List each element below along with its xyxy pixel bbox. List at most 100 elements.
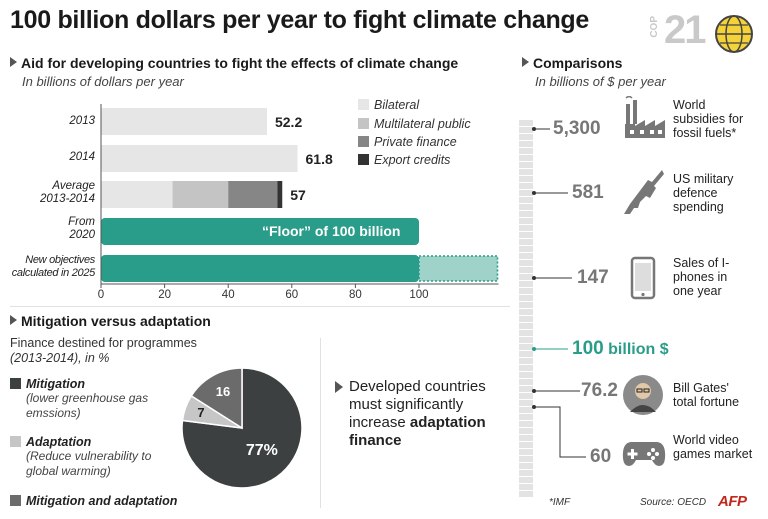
scale-segment [519,169,533,175]
comparison-value-gates: 76.2 [581,380,618,401]
callout-text-bold: adaptation finance [349,414,486,449]
pie-slice-both [190,367,243,430]
scale-segment [519,162,533,168]
row-label-line: From [68,216,95,228]
legend-swatch [358,154,369,165]
section-divider-horizontal [10,306,510,307]
floor-bar [101,255,419,282]
x-tick-label: 0 [97,289,105,301]
row-label-line: 2014 [69,151,95,163]
mitigation-subheading-line2: (2013-2014), in % [10,351,110,365]
comparisons-subheading: In billions of $ per year [535,74,666,89]
scale-segment [519,477,533,483]
triangle-bullet-icon [522,57,529,67]
scale-segment [519,330,533,336]
bar-segment [101,108,267,135]
scale-segment [519,442,533,448]
x-tick-label: 60 [285,289,299,301]
adaptation-callout: Developed countries must significantly i… [335,378,510,450]
scale-segment [519,204,533,210]
bar-segment [101,181,173,208]
comparison-value-military: 581 [572,182,604,203]
aid-subheading: In billions of dollars per year [22,74,184,89]
legend-swatch [10,495,21,506]
aid-row-label-2014: 2014 [0,151,95,164]
scale-segment [519,470,533,476]
scale-segment [519,456,533,462]
bar-segment [172,181,229,208]
scale-segment [519,148,533,154]
scale-segment [519,260,533,266]
scale-segment [519,197,533,203]
row-label-line: 2020 [69,229,95,241]
scale-segment [519,372,533,378]
page-title: 100 billion dollars per year to fight cl… [10,6,590,34]
comparison-label-fossil: World subsidies for fossil fuels* [673,98,744,140]
pie-label-mitigation: 77% [245,441,278,459]
bar-value-average: 57 [290,187,306,203]
scale-segment [519,435,533,441]
legend-label: Bilateral [374,98,420,112]
scale-segment [519,365,533,371]
legend-label: Private finance [374,135,457,149]
scale-segment [519,358,533,364]
mitigation-heading: Mitigation versus adaptation [10,313,211,329]
legend-label: Export credits [374,153,451,167]
factory-icon [625,96,665,138]
scale-segment [519,393,533,399]
scale-segment [519,211,533,217]
leader-lines [532,127,586,458]
legend-label: Multilateral public [374,117,471,131]
x-tick-label: 80 [349,289,362,301]
scale-segment [519,141,533,147]
scale-segment [519,281,533,287]
triangle-bullet-icon [10,57,17,67]
row-label-line: New objectives [25,254,95,266]
globe-icon [715,15,753,53]
new-objective-extension-bar [418,255,499,282]
gamepad-icon [622,442,666,466]
scale-segment [519,386,533,392]
floor-label: “Floor” of 100 billion [262,223,401,239]
scale-segment [519,351,533,357]
scale-segment [519,267,533,273]
scale-segment [519,400,533,406]
source-note: Source: OECD [640,497,707,508]
comparisons-heading-text: Comparisons [533,55,623,71]
scale-segment [519,134,533,140]
legend-title-text: Mitigation [26,377,86,391]
bar-segment [277,181,283,208]
aid-row-label-average: Average 2013-2014 [0,180,95,206]
phone-icon [630,256,656,300]
pie-slice-mitigation [181,367,303,489]
scale-segment [519,484,533,490]
mitigation-subheading-line1: Finance destined for programmes [10,336,197,350]
legend-swatch [358,136,369,147]
footnote-imf: *IMF [549,497,571,508]
row-label-line: 2013 [69,115,95,127]
bar-value-2013: 52.2 [274,114,303,130]
scale-segment [519,288,533,294]
pie-label-both: 16 [215,383,231,399]
scale-segment [519,421,533,427]
comparison-label-games: World video games market [673,433,753,461]
callout-text-plain: Developed countries must significantly i… [349,378,486,431]
scale-segment [519,190,533,196]
legend-title-text: Mitigation and adaptation [26,494,178,508]
scale-segment [519,323,533,329]
comparison-label-military: US military defence spending [673,172,734,214]
mitigation-legend-adaptation: Adaptation (Reduce vulnerability to glob… [10,435,180,479]
legend-private: Private finance [358,135,457,149]
x-tick-label: 40 [221,289,235,301]
scale-segment [519,120,533,126]
scale-segment [519,239,533,245]
comparison-value-target: 100 billion $ [572,338,669,360]
pie-label-adaptation: 7 [197,405,205,421]
legend-title-text: Adaptation [26,435,92,449]
legend-desc: (lower greenhouse gas emssions) [26,391,149,420]
legend-title: Adaptation [10,435,180,449]
legend-swatch [358,99,369,110]
cop-small-text: COP [649,16,660,38]
comparison-label-gates: Bill Gates' total fortune [673,381,740,409]
scale-segment [519,337,533,343]
